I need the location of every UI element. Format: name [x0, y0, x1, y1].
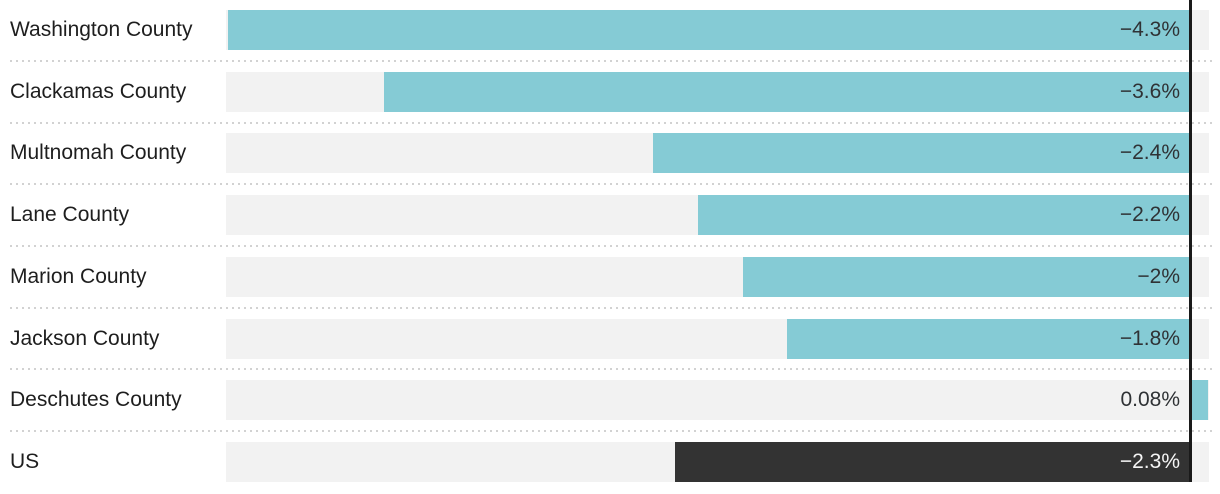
chart-row: US −2.3%	[0, 441, 1220, 482]
dotted-divider	[10, 244, 1212, 247]
bar	[787, 318, 1191, 359]
value-label: 0.08%	[1120, 388, 1180, 412]
dotted-divider	[10, 368, 1212, 371]
value-label: −1.8%	[1119, 326, 1180, 350]
value-label: −2.4%	[1119, 141, 1180, 165]
row-separator-gap	[0, 112, 1220, 134]
row-label: Jackson County	[10, 326, 160, 350]
value-label: −4.3%	[1119, 18, 1180, 41]
row-separator-gap	[0, 173, 1220, 195]
value-label: −2.3%	[1119, 449, 1180, 473]
bar-track	[226, 256, 1209, 297]
chart-row: Lane County −2.2%	[0, 195, 1220, 236]
bar	[742, 256, 1191, 297]
row-label: US	[10, 449, 40, 473]
chart-row: Clackamas County −3.6%	[0, 71, 1220, 112]
row-label: Deschutes County	[10, 388, 182, 412]
row-separator-gap	[0, 235, 1220, 257]
dotted-divider	[10, 306, 1212, 309]
bar-track	[226, 318, 1209, 359]
chart-row: Jackson County −1.8%	[0, 318, 1220, 359]
bar-track	[226, 71, 1209, 112]
dotted-divider	[10, 121, 1212, 124]
bar-track	[226, 195, 1209, 236]
chart-row: Deschutes County 0.08%	[0, 380, 1220, 421]
bar-track	[226, 10, 1209, 50]
row-separator-gap	[0, 359, 1220, 381]
value-label: −2.2%	[1119, 203, 1180, 227]
row-label: Clackamas County	[10, 79, 187, 103]
row-separator-gap	[0, 297, 1220, 319]
dotted-divider	[10, 183, 1212, 186]
chart-row: Multnomah County −2.4%	[0, 133, 1220, 174]
row-label: Washington County	[10, 18, 193, 41]
value-label: −2%	[1137, 264, 1180, 288]
row-label: Marion County	[10, 264, 147, 288]
value-label: −3.6%	[1119, 79, 1180, 103]
bar	[227, 10, 1191, 50]
bar	[697, 195, 1191, 236]
bar	[384, 71, 1191, 112]
bar	[675, 441, 1191, 482]
bar	[653, 133, 1191, 174]
bar-track	[226, 441, 1209, 482]
bar	[1190, 380, 1209, 421]
row-label: Multnomah County	[10, 141, 187, 165]
bar-track	[226, 133, 1209, 174]
chart-row: Marion County −2%	[0, 256, 1220, 297]
dotted-divider	[10, 59, 1212, 62]
zero-axis-line	[1189, 0, 1192, 482]
row-separator-gap	[0, 420, 1220, 442]
dotted-divider	[10, 430, 1212, 433]
bar-track	[226, 380, 1209, 421]
row-separator-gap	[0, 50, 1220, 72]
row-label: Lane County	[10, 203, 130, 227]
chart-row: Washington County −4.3%	[0, 10, 1220, 50]
